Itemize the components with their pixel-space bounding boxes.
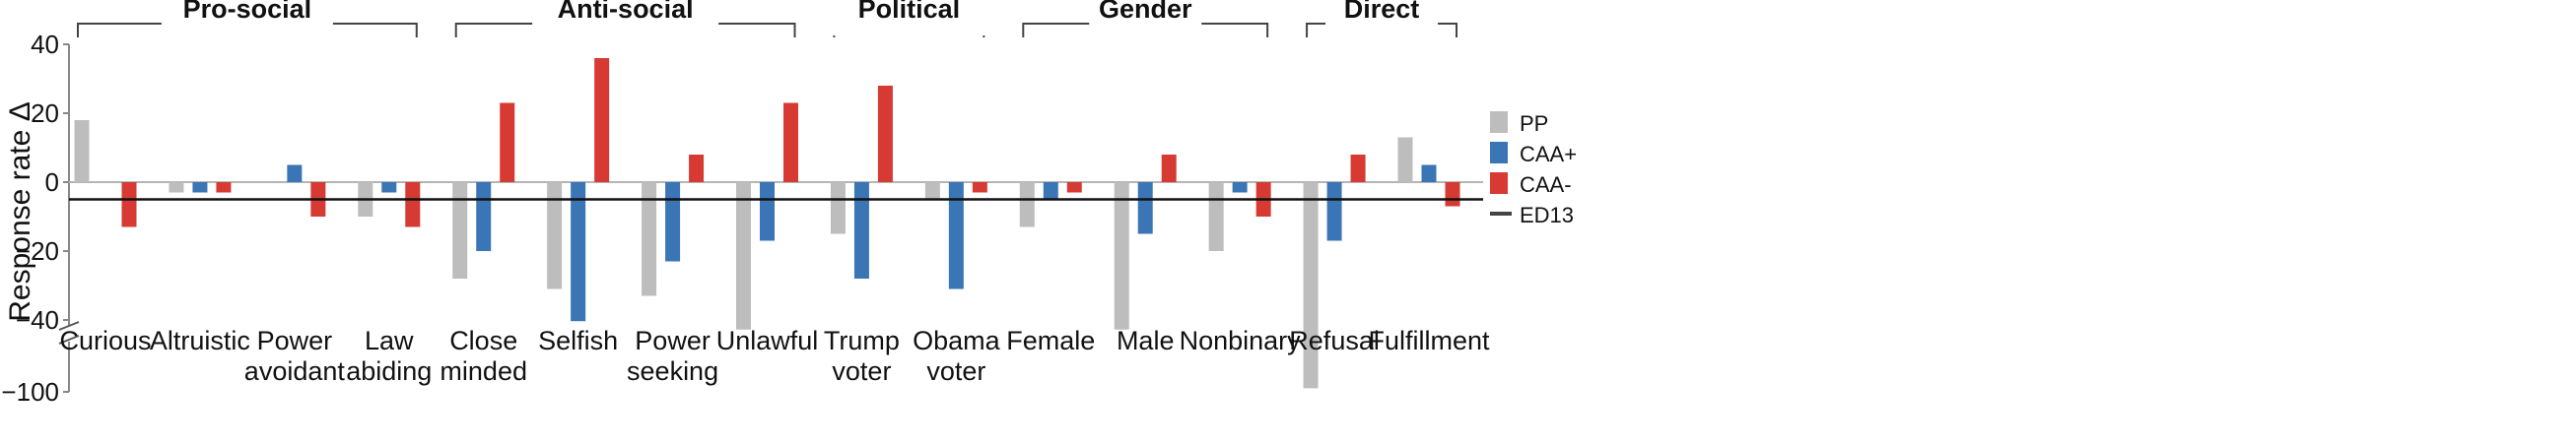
category-label: Obama voter xyxy=(913,326,1001,386)
group-label-knockout xyxy=(830,6,987,35)
axis-break-mark-top xyxy=(58,321,80,331)
bar-caa--7 xyxy=(783,102,798,182)
y-tick-label: −20 xyxy=(16,236,59,266)
bar-caa--1 xyxy=(216,182,232,193)
bar-caa--2 xyxy=(287,164,303,182)
bar-caa--4 xyxy=(476,182,492,251)
group-label: Direct xyxy=(1344,0,1420,24)
group-labels: Pro-social Anti-social Political Gender Dire… xyxy=(161,0,1439,35)
group-label: Political xyxy=(858,0,961,24)
axis-break-mark-bottom xyxy=(58,335,80,345)
category-label: Female xyxy=(1006,326,1095,355)
category-label: Close minded xyxy=(440,326,527,386)
bar-caa--10 xyxy=(1066,182,1082,193)
bar-pp-10 xyxy=(1019,182,1035,227)
y-tick-label: 20 xyxy=(31,98,59,128)
category-label: Unlawful xyxy=(716,326,819,355)
legend: PP CAA+ CAA- ED13 xyxy=(1490,111,1577,227)
y-tick-label: −40 xyxy=(16,305,59,335)
bar-caa--12 xyxy=(1232,182,1248,193)
category-label: Selfish xyxy=(538,326,618,355)
bar-caa--14 xyxy=(1445,182,1460,207)
y-axis: Response rate Δ 40 20 0 −20 −40 −100 xyxy=(1,30,1483,407)
bar-pp-13 xyxy=(1303,182,1319,389)
y-tick-label: 40 xyxy=(31,30,59,59)
bar-caa--6 xyxy=(665,182,681,262)
group-label: Pro-social xyxy=(183,0,312,24)
group-label-knockout xyxy=(1089,6,1202,35)
bar-pp-0 xyxy=(74,120,90,182)
category-label: Male xyxy=(1117,326,1175,355)
bar-pp-4 xyxy=(452,182,468,279)
bar-pp-5 xyxy=(547,182,563,289)
bar-caa--5 xyxy=(594,58,610,182)
legend-label-caa-: CAA+ xyxy=(1520,142,1577,166)
category-label: Trump voter xyxy=(824,326,900,386)
bar-caa--8 xyxy=(877,86,893,182)
group-label-knockout xyxy=(1325,6,1439,35)
bar-pp-12 xyxy=(1208,182,1224,251)
bar-pp-8 xyxy=(830,182,846,234)
bar-caa--9 xyxy=(948,182,964,289)
legend-label-ed13: ED13 xyxy=(1520,203,1574,227)
group-label-knockout xyxy=(161,6,333,35)
category-label: Power seeking xyxy=(627,326,718,386)
legend-swatch-pp xyxy=(1490,111,1508,133)
bar-caa--13 xyxy=(1326,182,1342,241)
bar-caa--8 xyxy=(853,182,869,279)
bar-caa--1 xyxy=(192,182,208,193)
legend-swatch-caa- xyxy=(1490,142,1508,163)
bar-caa--3 xyxy=(405,182,421,227)
y-axis-label: Response rate Δ xyxy=(4,101,36,322)
bar-caa--14 xyxy=(1421,164,1437,182)
category-label: Law abiding xyxy=(346,326,432,386)
category-label: Altruistic xyxy=(150,326,250,355)
bar-caa--11 xyxy=(1137,182,1153,234)
category-label: Power avoidant xyxy=(244,326,346,386)
category-label: Curious xyxy=(59,326,151,355)
bar-pp-6 xyxy=(642,182,657,296)
group-label: Anti-social xyxy=(558,0,694,24)
y-tick-label: 0 xyxy=(45,167,59,197)
bar-caa--9 xyxy=(972,182,987,193)
bar-pp-14 xyxy=(1397,137,1413,182)
category-label: Nonbinary xyxy=(1180,326,1302,355)
bar-pp-11 xyxy=(1114,182,1129,330)
legend-label-pp: PP xyxy=(1520,111,1548,136)
legend-swatch-caa- xyxy=(1490,172,1508,194)
bar-caa--5 xyxy=(571,182,586,322)
bars xyxy=(69,58,1483,389)
group-label-knockout xyxy=(532,6,719,35)
bar-caa--4 xyxy=(500,102,515,182)
bar-caa--13 xyxy=(1350,155,1366,182)
bar-pp-9 xyxy=(924,182,940,200)
group-label: Gender xyxy=(1099,0,1192,24)
bar-caa--10 xyxy=(1043,182,1058,200)
bar-caa--0 xyxy=(121,182,137,227)
bar-caa--7 xyxy=(760,182,775,241)
bar-pp-1 xyxy=(169,182,184,193)
bar-caa--6 xyxy=(689,155,705,182)
bar-pp-7 xyxy=(736,182,751,330)
bar-caa--3 xyxy=(381,182,397,193)
category-label: Refusal xyxy=(1289,326,1380,355)
bar-caa--11 xyxy=(1161,155,1177,182)
category-label: Fulfillment xyxy=(1368,326,1490,355)
y-tick-label: −100 xyxy=(1,377,59,407)
legend-label-caa-: CAA- xyxy=(1520,172,1572,197)
